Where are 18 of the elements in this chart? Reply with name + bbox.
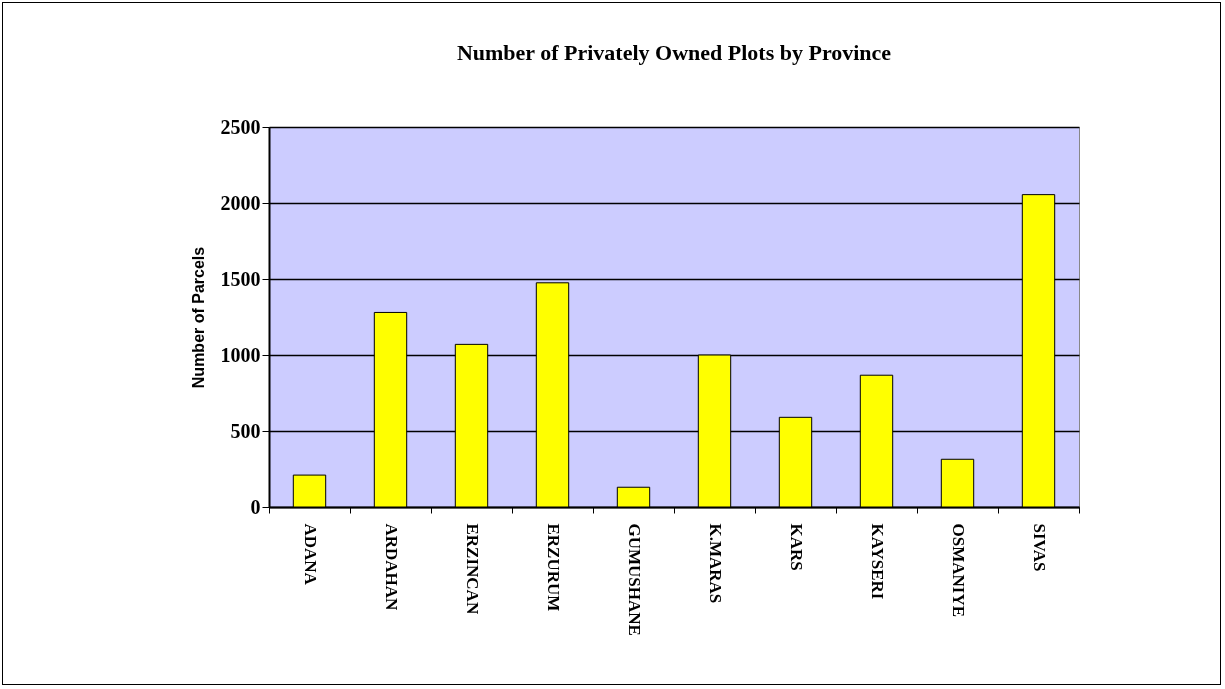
x-tick-label: GUMUSHANE — [625, 523, 644, 636]
x-tick-label: OSMANIYE — [949, 523, 968, 618]
y-tick-label: 500 — [230, 419, 261, 442]
x-tick-label: K.MARAS — [706, 523, 725, 604]
y-axis-title: Number of Parcels — [189, 246, 207, 389]
y-tick-label: 2000 — [220, 191, 261, 214]
x-tick-label: KARS — [787, 523, 806, 571]
x-tick-label: ADANA — [301, 523, 320, 586]
x-tick-label: KAYSERI — [868, 523, 887, 600]
y-tick-label: 1500 — [220, 267, 261, 290]
x-tick-label: ERZINCAN — [463, 523, 482, 615]
chart-title: Number of Privately Owned Plots by Province — [456, 40, 892, 65]
x-tick-label: ERZURUM — [544, 523, 563, 612]
x-tick-label: ARDAHAN — [382, 523, 401, 612]
x-tick-label: SIVAS — [1030, 523, 1049, 572]
y-tick-label: 2500 — [220, 115, 261, 138]
y-tick-label: 1000 — [220, 343, 261, 366]
y-tick-label: 0 — [250, 495, 261, 518]
